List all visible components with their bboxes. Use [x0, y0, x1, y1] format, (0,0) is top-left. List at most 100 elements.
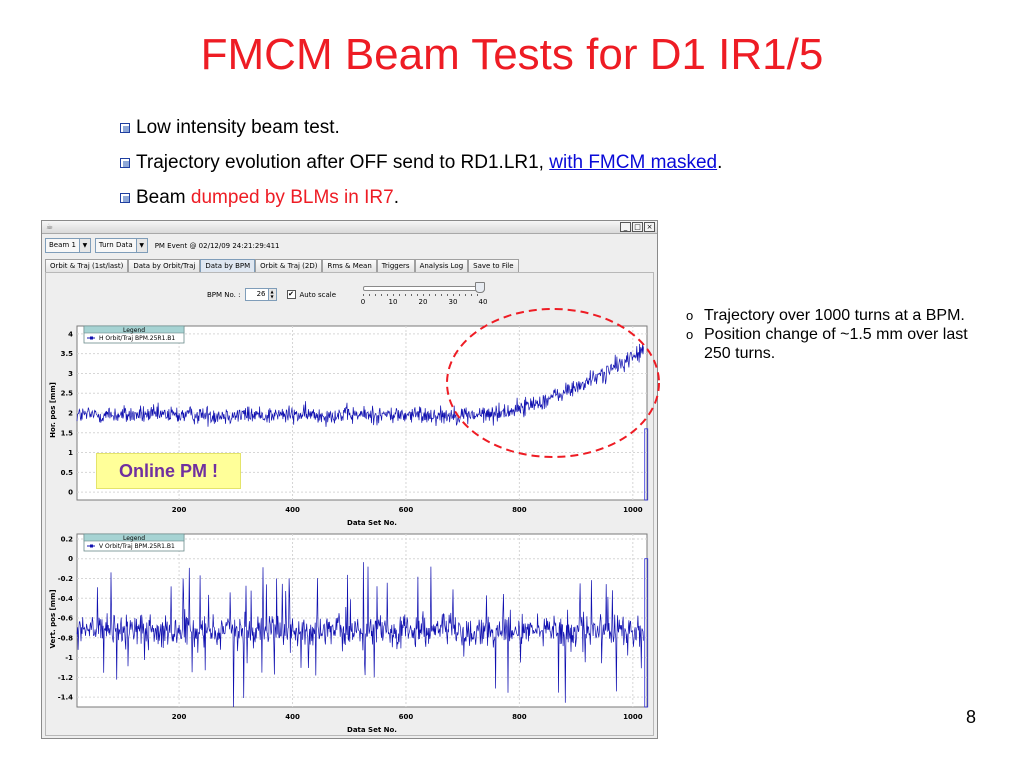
chevron-down-icon[interactable]: ▼ [135, 239, 147, 252]
bullet-tail: . [393, 186, 399, 208]
online-pm-callout: Online PM ! [96, 453, 241, 489]
tab-save-to-file[interactable]: Save to File [468, 259, 519, 272]
bullet-item: Trajectory evolution after OFF send to R… [120, 145, 722, 180]
note-text: Position change of ~1.5 mm over last 250… [704, 326, 968, 362]
slider-tick [381, 294, 382, 296]
slider-tick [399, 294, 400, 296]
spinner-arrows-icon[interactable]: ▲ ▼ [267, 289, 276, 300]
bullet-text: Low intensity beam test. [136, 116, 340, 138]
slider-thumb[interactable] [475, 282, 485, 293]
slider-tick [459, 294, 460, 296]
circle-bullet-icon: o [686, 308, 694, 323]
tab-data-by-orbit-traj[interactable]: Data by Orbit/Traj [128, 259, 201, 272]
legend-header [83, 325, 185, 334]
legend-series-name: V Orbit/Traj BPM.25R1.B1 [99, 543, 175, 550]
window-titlebar[interactable]: ☕ _ □ × [42, 221, 657, 234]
bullet-item: Low intensity beam test. [120, 110, 722, 145]
x-axis-label: Data Set No. [347, 519, 397, 527]
slider-tick [471, 294, 472, 296]
slider-label: 0 [360, 298, 366, 306]
tab-triggers[interactable]: Triggers [376, 259, 415, 272]
y-tick-label: 2.5 [61, 390, 74, 398]
tab-data-by-bpm[interactable]: Data by BPM [200, 259, 256, 272]
y-tick-label: 1.5 [61, 429, 74, 437]
bpm-slider[interactable]: 0 10 20 30 40 [359, 281, 489, 309]
x-tick-label: 200 [172, 506, 187, 514]
bpm-spinner-value[interactable]: 26 [256, 290, 266, 298]
y-tick-label: 3 [68, 370, 73, 378]
right-notes: o Trajectory over 1000 turns at a BPM. o… [686, 306, 986, 363]
slider-tick [411, 294, 412, 296]
slider-tick [447, 294, 448, 296]
x-tick-label: 800 [512, 713, 527, 721]
slider-tick [441, 294, 442, 296]
legend-title: Legend [123, 535, 145, 542]
slider-label: 30 [448, 298, 458, 306]
slider-tick [477, 294, 478, 296]
y-tick-label: 0.2 [61, 535, 74, 543]
tab-rms-mean[interactable]: Rms & Mean [322, 259, 377, 272]
app-icon: ☕ [46, 222, 54, 231]
y-tick-label: 0.5 [61, 469, 74, 477]
slider-tick [423, 294, 424, 296]
fmcm-masked-link[interactable]: with FMCM masked [549, 151, 718, 173]
close-button[interactable]: × [644, 222, 655, 232]
slider-tick [375, 294, 376, 296]
x-axis-label: Data Set No. [347, 726, 397, 734]
y-tick-label: 1 [68, 449, 73, 457]
bpm-spinner[interactable]: 26 ▲ ▼ [244, 288, 277, 301]
data-type-select[interactable]: Turn Data ▼ [94, 238, 148, 253]
x-tick-label: 200 [172, 713, 187, 721]
y-axis-label: Vert. pos [mm] [49, 589, 57, 648]
y-tick-label: 4 [68, 330, 73, 338]
bullet-text: Beam [136, 186, 191, 208]
auto-scale-checkbox[interactable]: ✔ [286, 290, 296, 299]
auto-scale-label: Auto scale [299, 290, 337, 299]
note-item: o Position change of ~1.5 mm over last 2… [686, 325, 986, 363]
tab-bar: Orbit & Traj (1st/last) Data by Orbit/Tr… [45, 259, 519, 272]
slide-title: FMCM Beam Tests for D1 IR1/5 [200, 30, 824, 79]
x-tick-label: 400 [285, 713, 300, 721]
y-tick-label: -0.4 [58, 595, 73, 603]
slider-tick [465, 294, 466, 296]
y-tick-label: 0 [68, 489, 73, 497]
tab-orbit-traj-2d[interactable]: Orbit & Traj (2D) [255, 259, 323, 272]
slider-tick [363, 294, 364, 296]
checkbox-bullet-icon [120, 192, 130, 203]
page-number: 8 [965, 707, 976, 727]
slider-ticks [363, 294, 478, 296]
x-tick-label: 800 [512, 506, 527, 514]
beam-select[interactable]: Beam 1 ▼ [45, 238, 91, 253]
slider-label: 20 [418, 298, 428, 306]
chevron-down-icon[interactable]: ▼ [78, 239, 90, 252]
x-tick-label: 1000 [623, 506, 643, 514]
y-tick-label: -1 [65, 654, 73, 662]
slider-tick [393, 294, 394, 296]
plot-area [76, 533, 648, 708]
slider-label: 10 [388, 298, 398, 306]
series-line [76, 562, 644, 708]
x-tick-label: 1000 [623, 713, 643, 721]
y-tick-label: -0.2 [58, 575, 73, 583]
legend-marker [90, 544, 93, 548]
minimize-button[interactable]: _ [620, 222, 631, 232]
series-end-marker [644, 428, 649, 501]
slider-tick [429, 294, 430, 296]
maximize-button[interactable]: □ [632, 222, 643, 232]
event-label: PM Event @ 02/12/09 24:21:29:411 [154, 241, 280, 250]
tab-analysis-log[interactable]: Analysis Log [414, 259, 469, 272]
slider-tick [369, 294, 370, 296]
y-tick-label: -1.4 [58, 694, 73, 702]
y-tick-label: -0.8 [58, 634, 73, 642]
bullet-text: Trajectory evolution after OFF send to R… [136, 151, 550, 173]
x-tick-label: 400 [285, 506, 300, 514]
data-type-select-value: Turn Data [98, 241, 133, 249]
legend-header [83, 533, 185, 542]
bullet-list: Low intensity beam test. Trajectory evol… [120, 110, 722, 215]
window-controls: _ □ × [620, 222, 655, 232]
tab-orbit-traj-1st-last[interactable]: Orbit & Traj (1st/last) [45, 259, 129, 272]
circle-bullet-icon: o [686, 327, 694, 342]
legend-title: Legend [123, 327, 145, 334]
bullet-tail: . [717, 151, 723, 173]
slider-tick [387, 294, 388, 296]
